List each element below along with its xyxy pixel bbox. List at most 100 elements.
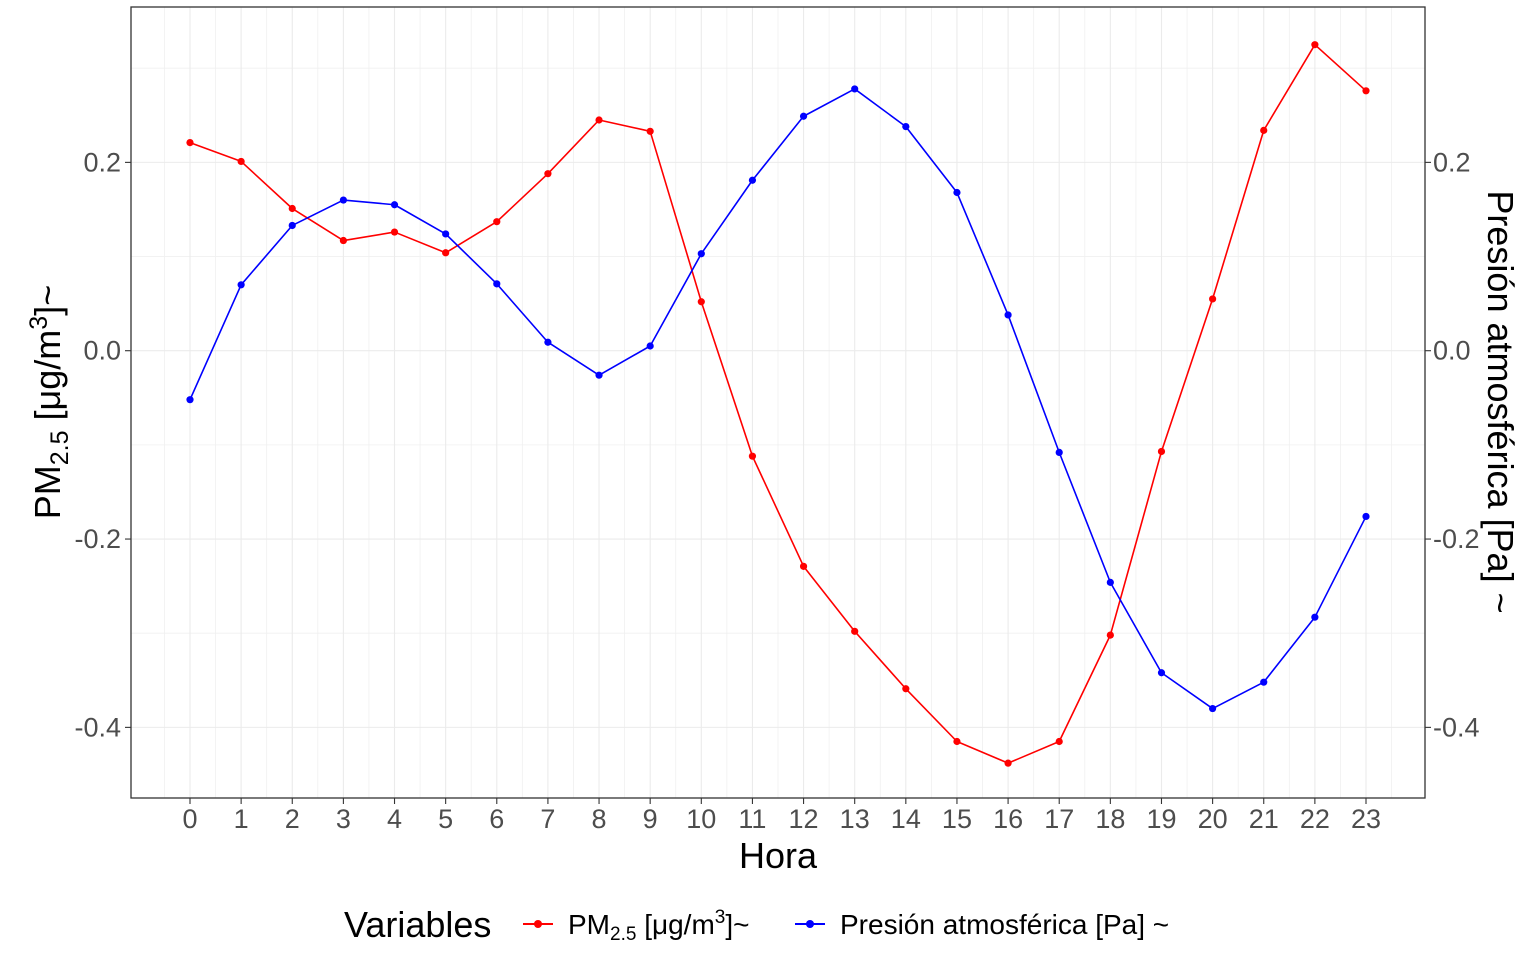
y-tick-label-left: -0.4	[74, 712, 121, 742]
legend-key-pres-point	[806, 920, 814, 928]
data-point-pres	[1311, 613, 1319, 621]
y-tick-label-left: 0.0	[83, 336, 121, 366]
x-tick-label: 7	[540, 804, 555, 834]
legend-title: Variables	[344, 904, 491, 945]
minor-gridlines	[131, 7, 1425, 798]
data-point-pm	[186, 139, 194, 147]
data-point-pm	[1311, 41, 1319, 49]
data-point-pm	[442, 249, 450, 257]
legend-label-pres: Presión atmosférica [Pa] ~	[840, 909, 1169, 940]
data-point-pres	[237, 281, 245, 289]
x-tick-label: 20	[1198, 804, 1228, 834]
data-point-pres	[288, 221, 296, 230]
y-tick-label-right: -0.2	[1433, 524, 1480, 554]
legend: Variables PM2.5 [μg/m3]~ Presión atmosfé…	[344, 904, 1169, 945]
x-tick-label: 4	[387, 804, 402, 834]
data-point-pres	[1157, 669, 1166, 677]
data-point-pm	[902, 685, 910, 693]
x-tick-label: 23	[1351, 804, 1381, 834]
data-point-pm	[595, 116, 603, 124]
series-line-pres	[189, 88, 1367, 710]
data-point-pres	[339, 196, 347, 204]
data-point-pm	[1260, 126, 1268, 134]
y-tick-label-left: -0.2	[74, 524, 121, 554]
data-point-pres	[493, 280, 501, 288]
data-point-pres	[748, 176, 757, 184]
major-gridlines	[131, 7, 1425, 798]
data-point-pm	[748, 452, 757, 460]
data-point-pres	[851, 85, 859, 93]
y-tick-label-right: -0.4	[1433, 712, 1480, 742]
x-tick-label: 11	[738, 804, 766, 834]
data-point-pm	[1004, 759, 1012, 767]
data-point-pres	[1260, 678, 1268, 686]
x-tick-label: 6	[489, 804, 504, 834]
data-point-pm	[1362, 87, 1370, 95]
data-point-pres	[697, 250, 705, 258]
series-layer	[186, 41, 1370, 767]
data-point-pm	[646, 127, 654, 135]
series-line-pm	[189, 43, 1367, 764]
y-axis-left: -0.4 -0.2 0.0 0.2	[74, 147, 131, 742]
data-point-pm	[390, 228, 399, 236]
legend-key-pm-point	[534, 920, 542, 928]
data-point-pm	[237, 157, 245, 166]
x-tick-label: 12	[789, 804, 819, 834]
y-tick-label-right: 0.2	[1433, 147, 1471, 177]
data-point-pres	[953, 188, 961, 197]
data-point-pres	[186, 396, 194, 404]
x-tick-label: 3	[336, 804, 351, 834]
data-point-pres	[544, 338, 552, 346]
plot-border	[130, 6, 1426, 799]
data-point-pm	[1055, 737, 1063, 746]
y-axis-right: -0.4 -0.2 0.0 0.2	[1425, 147, 1480, 742]
data-point-pm	[799, 562, 808, 570]
x-tick-label: 8	[592, 804, 607, 834]
data-point-pres	[646, 342, 654, 350]
y-axis-title-right: Presión atmosférica [Pa] ~	[1480, 190, 1521, 613]
data-point-pres	[1004, 311, 1012, 319]
data-point-pres	[442, 230, 450, 238]
data-point-pm	[1157, 447, 1166, 456]
data-point-pm	[288, 204, 296, 213]
x-tick-label: 22	[1300, 804, 1330, 834]
legend-label-pm: PM2.5 [μg/m3]~	[568, 907, 750, 945]
x-tick-label: 2	[285, 804, 300, 834]
x-tick-label: 1	[234, 804, 249, 834]
series-pm	[186, 41, 1370, 767]
data-point-pm	[544, 170, 552, 178]
data-point-pm	[493, 218, 501, 226]
x-tick-label: 15	[942, 804, 972, 834]
x-tick-label: 14	[891, 804, 921, 834]
data-point-pm	[339, 236, 347, 245]
x-tick-label: 0	[182, 804, 197, 834]
data-point-pres	[595, 371, 603, 379]
data-point-pres	[902, 122, 910, 131]
data-point-pm	[851, 627, 859, 635]
data-point-pres	[1055, 448, 1063, 457]
data-point-pm	[1209, 295, 1217, 303]
x-tick-label: 13	[840, 804, 870, 834]
x-tick-label: 17	[1044, 804, 1074, 834]
data-point-pres	[1209, 704, 1217, 713]
x-tick-label: 10	[686, 804, 716, 834]
x-tick-label: 5	[438, 804, 453, 834]
data-point-pres	[390, 201, 399, 209]
x-tick-label: 21	[1249, 804, 1279, 834]
y-tick-label-right: 0.0	[1433, 336, 1471, 366]
x-axis-title: Hora	[739, 835, 818, 876]
data-point-pres	[1106, 578, 1114, 586]
data-point-pm	[697, 298, 705, 306]
data-point-pm	[953, 737, 961, 746]
x-tick-label: 18	[1095, 804, 1125, 834]
x-tick-label: 19	[1146, 804, 1176, 834]
x-tick-label: 9	[643, 804, 658, 834]
y-tick-label-left: 0.2	[83, 147, 121, 177]
data-point-pm	[1106, 631, 1114, 639]
y-axis-title-left: PM2.5 [μg/m3]~	[25, 285, 74, 519]
data-point-pres	[1362, 512, 1370, 521]
data-point-pres	[799, 112, 808, 120]
x-tick-label: 16	[993, 804, 1023, 834]
series-pres	[186, 85, 1370, 713]
